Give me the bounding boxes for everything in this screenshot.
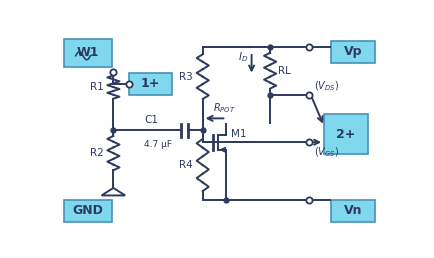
Text: R4: R4 — [178, 160, 192, 170]
Text: W1: W1 — [77, 46, 99, 59]
Text: 2+: 2+ — [335, 128, 355, 141]
Text: $R_{POT}$: $R_{POT}$ — [212, 102, 235, 115]
Text: 4.7 µF: 4.7 µF — [144, 140, 171, 149]
FancyBboxPatch shape — [323, 114, 367, 154]
Text: R1: R1 — [90, 82, 104, 92]
Text: R2: R2 — [90, 148, 104, 158]
Text: Vn: Vn — [343, 204, 361, 217]
Text: R3: R3 — [178, 72, 192, 82]
Text: Vp: Vp — [343, 45, 361, 58]
FancyBboxPatch shape — [128, 73, 172, 94]
Text: $(V_{DS})$: $(V_{DS})$ — [313, 80, 339, 93]
Text: GND: GND — [72, 204, 103, 217]
FancyBboxPatch shape — [64, 200, 112, 222]
FancyBboxPatch shape — [330, 200, 374, 222]
FancyBboxPatch shape — [330, 41, 374, 63]
Text: RL: RL — [277, 66, 290, 76]
Text: M1: M1 — [230, 129, 246, 139]
Text: $I_D$: $I_D$ — [237, 50, 248, 64]
Text: 1+: 1+ — [141, 77, 160, 90]
FancyBboxPatch shape — [64, 39, 112, 67]
Text: C1: C1 — [144, 115, 158, 125]
Text: $(V_{GS})$: $(V_{GS})$ — [313, 145, 339, 159]
